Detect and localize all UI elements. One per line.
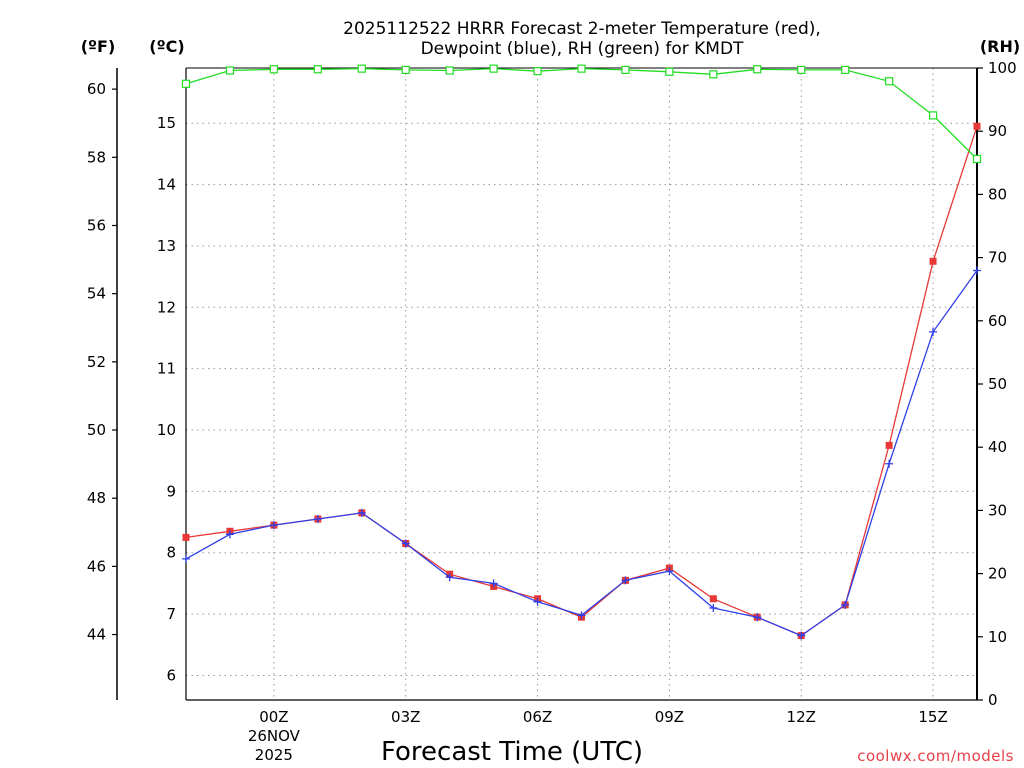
series-line-rh (185, 67, 978, 160)
dewpoint-point (313, 514, 322, 523)
temperature-point (973, 122, 981, 130)
y-tick-label-f: 60 (87, 80, 106, 98)
dewpoint-point (709, 603, 718, 612)
dewpoint-point (841, 600, 850, 609)
dewpoint-point (489, 579, 498, 588)
y-tick-label-f: 58 (87, 148, 106, 166)
y-tick-label-c: 9 (166, 482, 176, 500)
rh-point (621, 65, 630, 74)
dewpoint-point (269, 521, 278, 530)
unit-fahrenheit: (ºF) (81, 37, 116, 56)
y-tick-label-f: 50 (87, 421, 106, 439)
grid (186, 68, 977, 700)
y-tick-label-rh: 50 (988, 375, 1007, 393)
dewpoint-point (929, 327, 938, 336)
y-tick-label-c: 13 (157, 237, 176, 255)
dewpoint-point (577, 611, 586, 620)
rh-point (269, 65, 278, 74)
dewpoint-point (753, 613, 762, 622)
y-tick-label-rh: 30 (988, 501, 1007, 519)
rh-point (401, 65, 410, 74)
temperature-point (709, 595, 717, 603)
rh-point (665, 67, 674, 76)
y-tick-label-rh: 60 (988, 312, 1007, 330)
temperature-point (182, 533, 190, 541)
dewpoint-point (533, 597, 542, 606)
rh-point (928, 111, 938, 120)
y-tick-label-c: 11 (157, 360, 176, 378)
unit-celsius: (ºC) (149, 37, 184, 56)
dewpoint-point (797, 631, 806, 640)
dewpoint-point (401, 539, 410, 548)
y-tick-label-rh: 20 (988, 565, 1007, 583)
title-line-1: 2025112522 HRRR Forecast 2-meter Tempera… (343, 19, 821, 39)
dewpoint-point (225, 530, 234, 539)
x-tick-label: 15Z (918, 708, 947, 726)
chart-title: 2025112522 HRRR Forecast 2-meter Tempera… (343, 19, 821, 59)
rh-point (489, 64, 498, 73)
dewpoint-point (973, 266, 981, 275)
y-tick-label-f: 52 (87, 353, 106, 371)
series-layer (181, 64, 982, 640)
axes (112, 67, 983, 701)
rh-point (577, 64, 586, 73)
y-tick-label-rh: 10 (988, 628, 1007, 646)
temperature-point (929, 257, 937, 265)
y-tick-label-c: 8 (166, 544, 176, 562)
y-tick-label-rh: 0 (988, 691, 998, 709)
y-tick-label-c: 10 (157, 421, 176, 439)
series-line-temperature (185, 126, 978, 637)
x-axis-label: Forecast Time (UTC) (381, 737, 643, 767)
y-tick-label-f: 46 (87, 557, 106, 575)
dewpoint-point (885, 459, 894, 468)
y-tick-label-rh: 90 (988, 122, 1007, 140)
rh-point (357, 64, 366, 73)
x-tick-year: 2025 (255, 746, 293, 764)
y-tick-label-c: 14 (157, 176, 176, 194)
rh-point (972, 154, 982, 164)
temperature-point (885, 441, 893, 449)
y-tick-label-rh: 70 (988, 249, 1007, 267)
unit-rh: (RH) (980, 37, 1020, 56)
rh-point (709, 70, 718, 79)
y-tick-label-f: 54 (87, 285, 106, 303)
y-tick-label-f: 56 (87, 216, 106, 234)
credit-link[interactable]: coolwx.com/models (857, 747, 1014, 765)
y-tick-label-f: 48 (87, 489, 106, 507)
rh-point (797, 65, 806, 74)
dewpoint-point (182, 554, 190, 563)
y-tick-label-c: 7 (166, 605, 176, 623)
y-tick-label-rh: 100 (988, 59, 1017, 77)
dewpoint-point (357, 508, 366, 517)
rh-point (841, 65, 850, 74)
x-tick-date: 26NOV (248, 727, 301, 745)
series-line-dewpoint (185, 270, 978, 637)
dewpoint-point (665, 567, 674, 576)
y-tick-label-rh: 80 (988, 185, 1007, 203)
y-tick-label-c: 6 (166, 666, 176, 684)
x-tick-label: 12Z (787, 708, 816, 726)
y-tick-label-rh: 40 (988, 438, 1007, 456)
y-tick-label-c: 15 (157, 114, 176, 132)
x-tick-label: 03Z (391, 708, 420, 726)
y-tick-label-f: 44 (87, 626, 106, 644)
x-tick-label: 09Z (655, 708, 684, 726)
dewpoint-point (445, 573, 454, 582)
rh-point (533, 67, 542, 76)
dewpoint-point (621, 576, 630, 585)
rh-point (445, 66, 454, 75)
rh-point (753, 65, 762, 74)
x-tick-label: 00Z (259, 708, 288, 726)
rh-point (225, 66, 235, 75)
x-tick-label: 06Z (523, 708, 552, 726)
rh-point (313, 65, 322, 74)
rh-point (181, 79, 191, 88)
rh-point (885, 77, 894, 86)
y-tick-label-c: 12 (157, 298, 176, 316)
title-line-2: Dewpoint (blue), RH (green) for KMDT (421, 39, 744, 59)
